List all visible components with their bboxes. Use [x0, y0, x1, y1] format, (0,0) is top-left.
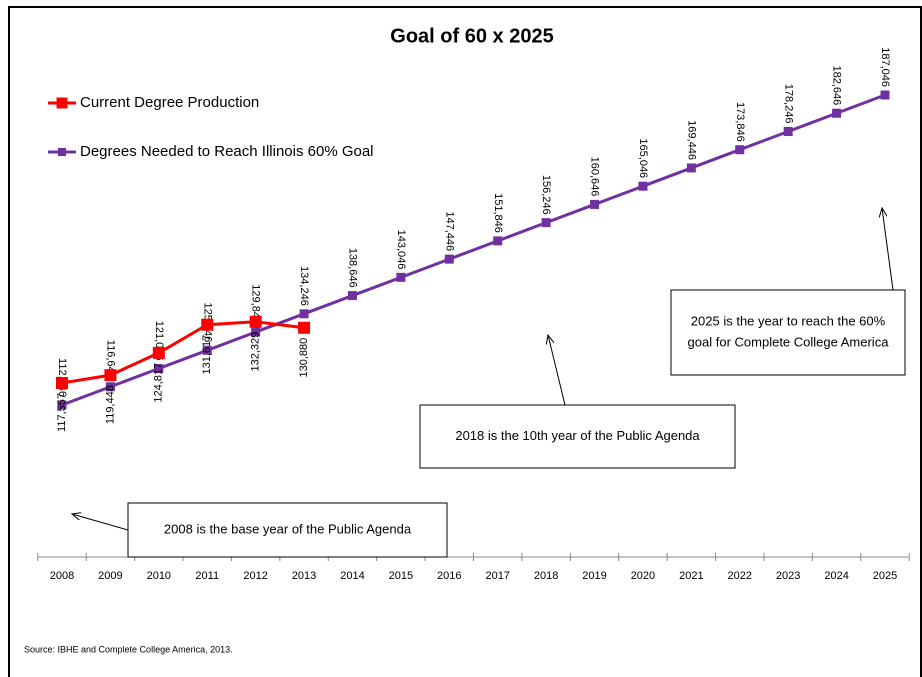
data-point [396, 272, 406, 282]
data-point [298, 321, 311, 334]
data-point [444, 254, 454, 264]
data-label: 134,246 [298, 266, 310, 306]
series-line [61, 93, 886, 407]
data-label: 173,846 [734, 102, 746, 142]
data-point [832, 108, 842, 118]
data-label: 165,046 [637, 138, 649, 178]
data-label: 124,817 [153, 363, 165, 403]
data-point [56, 376, 68, 389]
annotation-text: 2018 is the 10th year of the Public Agen… [455, 428, 700, 443]
data-label: 132,329 [250, 332, 262, 372]
data-point [105, 382, 115, 392]
x-tick-label: 2010 [147, 570, 171, 582]
annotation-text: 2008 is the base year of the Public Agen… [164, 521, 412, 536]
data-point [249, 315, 262, 328]
annotation-arrow [72, 514, 129, 531]
data-label: 147,446 [443, 211, 455, 251]
x-tick-label: 2014 [340, 570, 364, 582]
data-point [201, 318, 214, 331]
data-label: 116,646 [105, 340, 117, 379]
x-tick-label: 2015 [389, 570, 413, 582]
data-point [638, 181, 648, 191]
x-tick-label: 2019 [582, 570, 606, 582]
x-tick-label: 2020 [631, 570, 655, 582]
data-label: 119,448 [104, 385, 116, 424]
x-tick-label: 2023 [776, 570, 800, 582]
annotation-box [127, 502, 448, 558]
data-point [251, 327, 261, 337]
data-label: 169,446 [685, 120, 697, 160]
annotation-arrow [548, 335, 566, 406]
data-point [154, 364, 164, 374]
x-tick-label: 2024 [824, 570, 848, 582]
x-tick-label: 2021 [679, 570, 703, 582]
data-point [104, 369, 117, 382]
chart-title: Goal of 60 x 2025 [390, 25, 553, 47]
legend-label: Degrees Needed to Reach Illinois 60% Goa… [80, 143, 374, 160]
annotation-arrow [882, 208, 894, 291]
data-point [735, 145, 745, 155]
legend-label: Current Degree Production [80, 94, 259, 111]
data-label: 160,646 [589, 157, 601, 197]
data-label: 143,046 [395, 230, 407, 270]
data-point [299, 309, 309, 319]
data-point [202, 345, 212, 355]
x-tick-label: 2013 [292, 570, 316, 582]
x-tick-label: 2012 [243, 570, 267, 582]
data-point [57, 400, 67, 410]
data-label: 151,846 [492, 193, 504, 233]
data-point [152, 346, 165, 359]
data-label: 117,557 [56, 393, 68, 432]
annotation-text: 2025 is the year to reach the 60% [691, 313, 886, 328]
x-tick-label: 2009 [98, 570, 122, 582]
data-label: 156,246 [540, 175, 552, 215]
x-tick-label: 2017 [485, 570, 509, 582]
data-label: 131,617 [201, 335, 213, 375]
x-tick-label: 2016 [437, 570, 461, 582]
data-label: 129,846 [250, 284, 262, 324]
data-point [493, 236, 503, 246]
data-point [880, 90, 890, 100]
x-tick-label: 2022 [728, 570, 752, 582]
series-line [61, 320, 305, 385]
data-label: 187,046 [879, 47, 891, 87]
legend-marker [58, 148, 66, 156]
x-tick-label: 2011 [195, 570, 219, 582]
source-note: Source: IBHE and Complete College Americ… [24, 644, 233, 654]
data-point [686, 163, 696, 173]
x-tick-label: 2008 [50, 570, 74, 582]
data-label: 178,246 [782, 84, 794, 124]
data-label: 138,646 [347, 248, 359, 288]
data-point [541, 218, 551, 228]
data-label: 130,880 [298, 338, 310, 378]
legend-marker [56, 97, 68, 109]
data-point [590, 199, 600, 209]
annotation-box [419, 404, 736, 469]
annotation-box [670, 289, 906, 376]
x-tick-label: 2025 [873, 570, 897, 582]
data-label: 182,646 [831, 65, 843, 105]
annotation-text: goal for Complete College America [688, 334, 890, 349]
x-tick-label: 2018 [534, 570, 558, 582]
data-point [347, 291, 357, 301]
data-point [783, 126, 793, 136]
